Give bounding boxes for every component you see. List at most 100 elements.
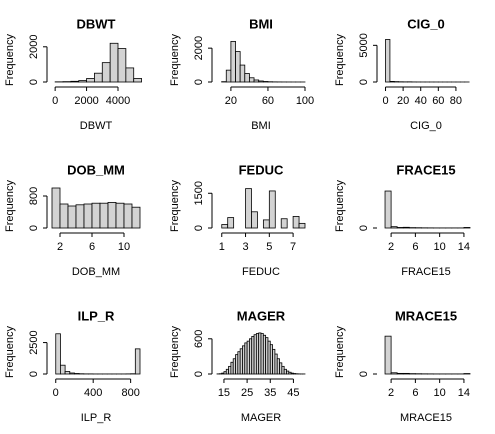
x-tick-label: 400 — [84, 387, 102, 399]
histogram-bar — [70, 80, 80, 83]
histogram-bar — [67, 205, 77, 229]
x-tick-label: 800 — [121, 387, 139, 399]
histogram-bar — [384, 335, 392, 375]
y-tick-label: 0 — [358, 79, 370, 85]
histogram-bar — [101, 62, 111, 83]
y-tick-label: 1500 — [193, 181, 205, 205]
histogram-bar — [115, 202, 125, 229]
x-tick-label: 2000 — [74, 95, 98, 107]
x-tick-label: 6 — [89, 241, 95, 253]
histogram-bar — [402, 372, 410, 375]
x-tick-label: 0 — [53, 387, 59, 399]
histogram-bar — [244, 73, 250, 83]
x-tick-label: 10 — [434, 241, 446, 253]
panel-title: FRACE15 — [396, 162, 455, 177]
panel-title: DOB_MM — [67, 162, 125, 177]
histogram-bar — [390, 372, 398, 375]
x-tick-label: 80 — [450, 95, 462, 107]
x-tick-label: 100 — [296, 95, 314, 107]
x-tick-label: 20 — [397, 95, 409, 107]
histogram-bar — [239, 64, 246, 83]
histogram-bar — [69, 372, 75, 375]
y-tick-label: 0 — [28, 225, 40, 231]
histogram-bar — [133, 78, 142, 83]
histogram-bar — [262, 219, 270, 229]
histogram-bar — [99, 202, 109, 229]
y-axis-label: Frequency — [4, 326, 16, 378]
histogram-bar — [107, 201, 117, 229]
y-tick-label: 600 — [193, 330, 205, 348]
x-axis-label: DBWT — [80, 120, 113, 132]
x-tick-label: 0 — [52, 95, 58, 107]
x-tick-label: 0 — [382, 95, 388, 107]
x-axis-label: CIG_0 — [410, 120, 442, 132]
histogram-bar — [123, 203, 133, 229]
y-tick-label: 0 — [28, 79, 40, 85]
y-axis-label: Frequency — [4, 34, 16, 86]
histogram-bar — [125, 67, 135, 83]
x-tick-label: 20 — [225, 95, 237, 107]
histogram-bar — [131, 206, 141, 229]
histogram-bar — [59, 203, 69, 229]
histogram-bar — [402, 226, 410, 229]
histogram-bar — [227, 217, 235, 229]
histogram-bar — [134, 348, 141, 375]
x-tick-label: 6 — [412, 387, 418, 399]
histogram-bar — [251, 211, 258, 229]
x-tick-label: 4000 — [106, 95, 130, 107]
histogram-bar — [74, 373, 80, 375]
y-axis-label: Frequency — [4, 180, 16, 232]
x-tick-label: 3 — [242, 241, 248, 253]
y-axis-label: Frequency — [334, 326, 346, 378]
histogram-bar — [389, 81, 395, 83]
histogram-bar — [91, 202, 101, 229]
y-tick-label: 0 — [193, 79, 205, 85]
x-axis-label: ILP_R — [81, 412, 112, 424]
y-tick-label: 0 — [358, 225, 370, 231]
y-tick-label: 2000 — [28, 35, 40, 59]
y-tick-label: 0 — [358, 371, 370, 377]
x-tick-label: 35 — [264, 387, 276, 399]
x-axis-label: DOB_MM — [72, 266, 120, 278]
x-tick-label: 2 — [57, 241, 63, 253]
histogram-bar — [55, 333, 61, 375]
x-axis-label: MRACE15 — [400, 412, 452, 424]
y-tick-label: 2000 — [193, 36, 205, 60]
histogram-bar — [60, 364, 66, 375]
x-tick-label: 40 — [415, 95, 427, 107]
x-tick-label: 14 — [458, 241, 470, 253]
panel-title: MAGER — [237, 308, 286, 323]
x-tick-label: 6 — [412, 241, 418, 253]
histogram-bar — [235, 51, 241, 83]
histogram-bar — [249, 77, 255, 83]
y-tick-label: 2500 — [28, 330, 40, 354]
panel-title: CIG_0 — [407, 16, 445, 31]
histogram-bar — [258, 80, 264, 83]
x-tick-label: 25 — [241, 387, 253, 399]
panel-title: MRACE15 — [395, 308, 457, 323]
x-tick-label: 5 — [266, 241, 272, 253]
y-axis-label: Frequency — [334, 180, 346, 232]
y-tick-label: 0 — [193, 371, 205, 377]
x-axis-label: FRACE15 — [401, 266, 451, 278]
x-tick-label: 1 — [219, 241, 225, 253]
histogram-bar — [385, 39, 391, 83]
x-tick-label: 15 — [218, 387, 230, 399]
y-tick-label: 0 — [193, 225, 205, 231]
x-tick-label: 14 — [458, 387, 470, 399]
histogram-bar — [64, 371, 71, 375]
histogram-bar — [221, 224, 229, 229]
histogram-bar — [268, 190, 276, 229]
y-axis-label: Frequency — [169, 326, 181, 378]
x-tick-label: 2 — [388, 387, 394, 399]
histogram-bar — [75, 204, 85, 229]
histogram-bar — [94, 72, 103, 83]
histogram-bar — [390, 226, 398, 229]
histogram-bar — [463, 227, 471, 229]
x-tick-label: 10 — [434, 387, 446, 399]
histogram-bar — [262, 81, 269, 83]
x-axis-label: BMI — [251, 120, 271, 132]
histogram-bar — [225, 69, 232, 83]
histogram-bar — [396, 227, 404, 229]
